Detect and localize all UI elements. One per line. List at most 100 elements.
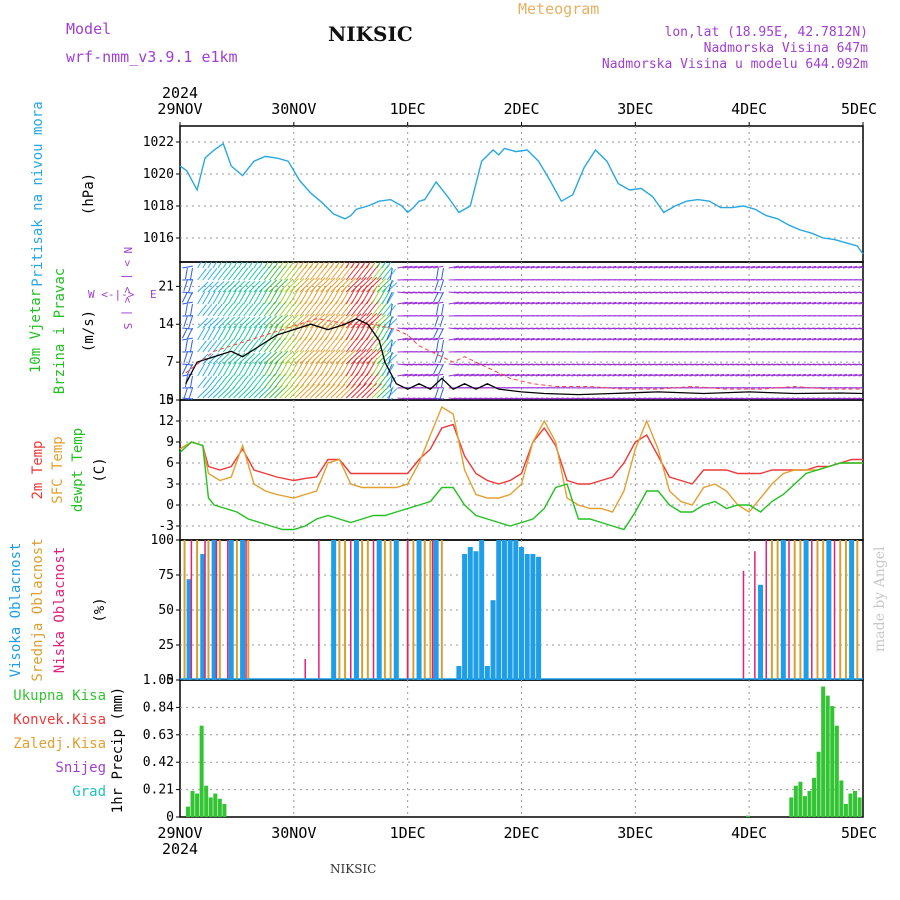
precip-bar xyxy=(834,725,839,817)
wind-barb xyxy=(222,262,228,269)
wind-barb xyxy=(545,397,556,400)
wind-barb xyxy=(668,301,679,305)
wind-barb xyxy=(412,337,423,341)
wind-barb xyxy=(284,300,297,317)
wind-barb xyxy=(381,375,393,389)
wind-barb xyxy=(597,327,607,330)
wind-barb xyxy=(330,277,346,293)
wind-barb xyxy=(807,327,817,330)
wind-barb xyxy=(202,281,214,293)
wind-barb xyxy=(812,337,822,341)
cloud-bar-2 xyxy=(227,540,229,680)
wind-barb xyxy=(540,397,550,400)
wind-barb xyxy=(439,315,444,327)
wind-barb xyxy=(422,397,434,400)
wind-barb xyxy=(510,337,520,341)
wind-barb xyxy=(704,291,714,294)
cloud-bar-0 xyxy=(186,579,192,680)
cloud-bar-1 xyxy=(361,540,364,680)
wind-barb xyxy=(796,291,807,294)
wind-barb xyxy=(781,301,791,305)
wind-barb xyxy=(197,327,206,341)
wind-barb xyxy=(448,397,460,400)
wind-barb xyxy=(207,303,218,317)
wind-barb xyxy=(325,313,341,329)
wind-barb xyxy=(755,363,766,366)
wind-barb xyxy=(479,265,490,269)
wind-barb xyxy=(258,262,264,269)
wind-barb xyxy=(433,337,444,341)
wind-barb xyxy=(832,363,842,366)
wind-barb xyxy=(217,326,227,341)
wind-barb xyxy=(233,361,242,377)
precip-legend-2: Zaledj.Kisa xyxy=(13,736,106,752)
wind-barb xyxy=(668,397,679,400)
wind-barb xyxy=(504,363,515,366)
wind-barb xyxy=(389,303,393,316)
wind-barb xyxy=(786,397,796,400)
wind-barb xyxy=(581,291,591,294)
wind-barb xyxy=(182,363,188,375)
wind-barb xyxy=(453,373,464,377)
wind-barb xyxy=(843,327,853,330)
wind-barb xyxy=(222,290,232,305)
cloud-bar-0 xyxy=(467,547,473,680)
wind-barb xyxy=(184,267,188,280)
wind-barb xyxy=(632,301,643,305)
wind-barb xyxy=(433,265,444,269)
wind-barb xyxy=(484,363,495,366)
wind-barb xyxy=(350,382,367,399)
x-tick-label-bottom: 1DEC xyxy=(390,824,426,842)
wind-barb xyxy=(238,386,251,399)
wind-barb xyxy=(658,265,668,269)
wind-barb xyxy=(417,265,429,269)
wind-barb xyxy=(561,327,571,330)
wind-barb xyxy=(842,337,853,341)
wind-barb xyxy=(183,315,188,327)
wind-barb xyxy=(510,265,520,269)
wind-barb xyxy=(489,337,501,341)
wind-barb xyxy=(381,361,391,377)
cloud-bar-0 xyxy=(353,540,359,680)
wind-barb xyxy=(248,303,260,317)
wind-barb xyxy=(592,291,602,294)
wind-barb xyxy=(284,278,299,293)
y-tick-label: 9 xyxy=(166,435,174,450)
precip-bar xyxy=(843,803,848,817)
wind-barb xyxy=(494,301,505,305)
x-tick-label-bottom: 29NOV xyxy=(157,824,202,842)
wind-barb xyxy=(714,291,725,294)
wind-barb xyxy=(222,375,234,389)
cloud-bar-0 xyxy=(849,540,855,680)
wind-barb xyxy=(571,327,581,330)
wind-barb xyxy=(330,264,344,281)
wind-barb xyxy=(340,371,355,389)
wind-barb xyxy=(330,262,335,269)
precip-bar xyxy=(789,797,794,817)
wind-barb xyxy=(479,397,490,400)
wind-barb xyxy=(525,327,535,330)
wind-barb xyxy=(597,397,607,400)
wind-barb xyxy=(299,299,313,317)
wind-barb xyxy=(571,397,581,400)
y-tick-label: 1016 xyxy=(143,231,174,246)
wind-barb xyxy=(217,375,229,389)
wind-barb xyxy=(551,301,561,305)
wind-barb xyxy=(217,362,227,377)
cloud-bar-1 xyxy=(440,540,443,680)
wind-barb xyxy=(248,339,260,353)
wind-barb xyxy=(535,397,545,400)
wind-barb xyxy=(294,277,310,293)
wind-barb xyxy=(704,301,714,305)
wind-barb xyxy=(556,337,566,341)
wind-barb xyxy=(217,303,229,317)
wind-barb xyxy=(269,279,283,293)
wind-barb xyxy=(561,337,571,341)
precip-bar xyxy=(793,785,798,817)
wind-barb xyxy=(227,339,239,353)
cloud-bar-0 xyxy=(803,540,809,680)
cloud-bar-1 xyxy=(412,540,415,680)
wind-barb xyxy=(673,363,684,366)
wind-barb xyxy=(802,301,812,305)
wind-barb xyxy=(463,337,475,341)
